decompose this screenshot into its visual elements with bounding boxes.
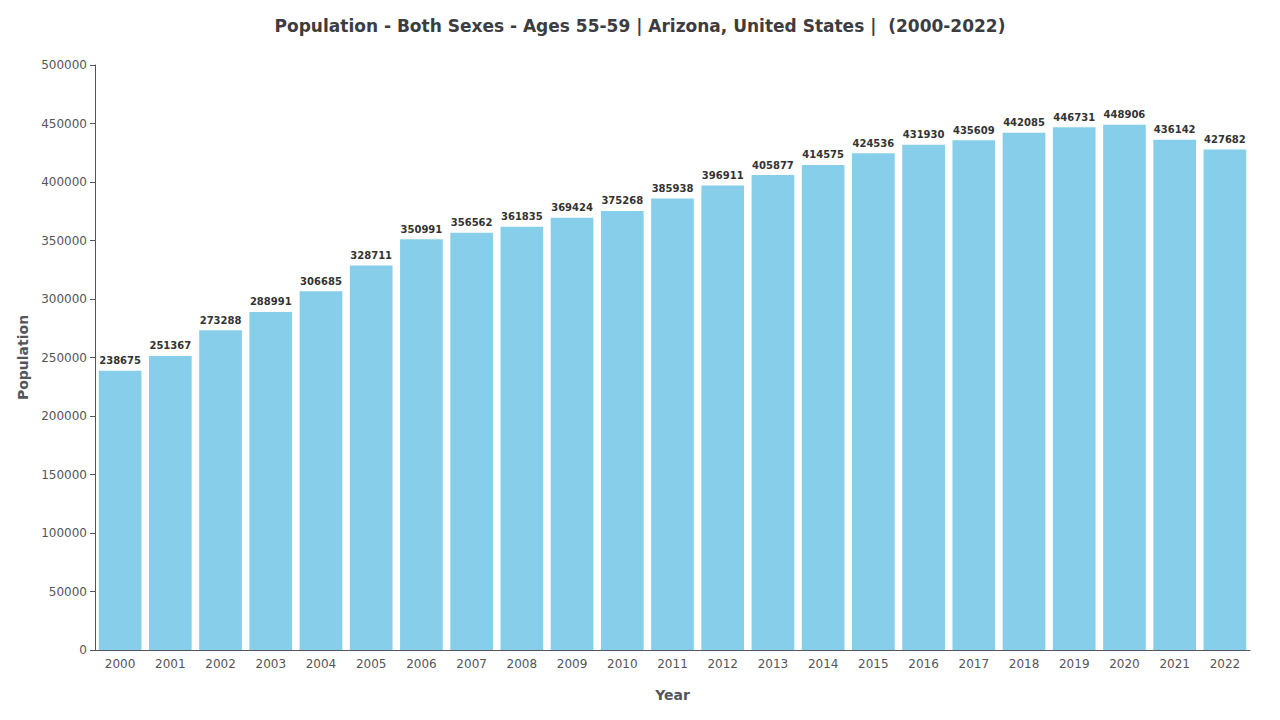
svg-text:436142: 436142 <box>1154 124 1196 135</box>
svg-text:100000: 100000 <box>41 526 87 540</box>
svg-text:2001: 2001 <box>155 657 186 671</box>
svg-text:2008: 2008 <box>507 657 538 671</box>
svg-text:2013: 2013 <box>758 657 789 671</box>
svg-text:450000: 450000 <box>41 117 87 131</box>
svg-text:2018: 2018 <box>1009 657 1040 671</box>
svg-text:2003: 2003 <box>255 657 286 671</box>
svg-text:0: 0 <box>79 643 87 657</box>
svg-text:427682: 427682 <box>1204 134 1246 145</box>
svg-text:Population: Population <box>15 315 31 400</box>
svg-text:2020: 2020 <box>1109 657 1140 671</box>
svg-text:442085: 442085 <box>1003 117 1045 128</box>
svg-text:2019: 2019 <box>1059 657 1090 671</box>
svg-text:2022: 2022 <box>1210 657 1241 671</box>
svg-text:385938: 385938 <box>652 183 694 194</box>
svg-text:Year: Year <box>654 687 690 703</box>
svg-text:2006: 2006 <box>406 657 437 671</box>
svg-text:424536: 424536 <box>852 138 894 149</box>
svg-text:238675: 238675 <box>99 355 141 366</box>
svg-text:2010: 2010 <box>607 657 638 671</box>
svg-text:431930: 431930 <box>903 129 945 140</box>
svg-text:251367: 251367 <box>149 340 191 351</box>
svg-text:414575: 414575 <box>802 149 844 160</box>
svg-text:200000: 200000 <box>41 409 87 423</box>
svg-text:2007: 2007 <box>456 657 487 671</box>
svg-text:446731: 446731 <box>1053 112 1095 123</box>
svg-text:250000: 250000 <box>41 351 87 365</box>
svg-text:300000: 300000 <box>41 292 87 306</box>
svg-text:400000: 400000 <box>41 175 87 189</box>
svg-text:306685: 306685 <box>300 276 342 287</box>
svg-text:328711: 328711 <box>350 250 392 261</box>
svg-text:350991: 350991 <box>401 224 443 235</box>
svg-text:375268: 375268 <box>601 195 643 206</box>
svg-text:405877: 405877 <box>752 160 794 171</box>
svg-text:2009: 2009 <box>557 657 588 671</box>
svg-text:150000: 150000 <box>41 468 87 482</box>
svg-text:2011: 2011 <box>657 657 688 671</box>
svg-text:361835: 361835 <box>501 211 543 222</box>
svg-text:2014: 2014 <box>808 657 839 671</box>
svg-text:435609: 435609 <box>953 125 995 136</box>
svg-text:2012: 2012 <box>707 657 738 671</box>
svg-text:356562: 356562 <box>451 217 493 228</box>
svg-text:2004: 2004 <box>306 657 337 671</box>
svg-text:2021: 2021 <box>1159 657 1190 671</box>
svg-text:350000: 350000 <box>41 234 87 248</box>
svg-text:2015: 2015 <box>858 657 889 671</box>
svg-text:500000: 500000 <box>41 58 87 72</box>
svg-text:2005: 2005 <box>356 657 387 671</box>
svg-text:2000: 2000 <box>105 657 136 671</box>
svg-text:2017: 2017 <box>959 657 990 671</box>
svg-text:369424: 369424 <box>551 202 593 213</box>
svg-text:2002: 2002 <box>205 657 236 671</box>
svg-text:2016: 2016 <box>908 657 939 671</box>
svg-text:273288: 273288 <box>200 315 242 326</box>
svg-text:Population - Both Sexes - Ages: Population - Both Sexes - Ages 55-59 | A… <box>275 16 1006 36</box>
svg-text:288991: 288991 <box>250 296 292 307</box>
svg-text:50000: 50000 <box>49 585 87 599</box>
svg-text:396911: 396911 <box>702 170 744 181</box>
svg-text:448906: 448906 <box>1104 109 1146 120</box>
